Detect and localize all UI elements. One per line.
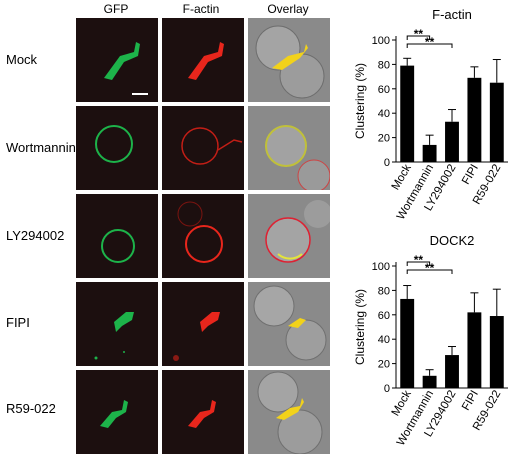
bar <box>422 375 437 388</box>
y-axis-label: Clustering (%) <box>353 289 367 365</box>
bar <box>445 121 459 162</box>
micrograph-r59022-gfp <box>76 370 158 454</box>
micrograph-mock-gfp <box>76 18 158 102</box>
y-tick-label: 100 <box>372 261 390 273</box>
row-label-r59022: R59-022 <box>6 401 56 416</box>
micrograph-wortmannin-overlay <box>248 106 330 190</box>
chart-factin: F-actin Clustering (%) 0 20 40 60 80 100 Mock Wor… <box>350 2 520 229</box>
chart-dock2: DOCK2 Clustering (%) 0 20 40 60 80 100 Mock Wortm… <box>350 228 520 455</box>
y-tick-label: 40 <box>378 334 390 346</box>
micrograph-fipi-overlay <box>248 282 330 366</box>
bar <box>467 312 482 388</box>
y-axis-label: Clustering (%) <box>353 63 367 139</box>
micrograph-ly294002-overlay <box>248 194 330 278</box>
y-tick-label: 80 <box>378 59 390 71</box>
micrograph-fipi-gfp <box>76 282 158 366</box>
y-tick-label: 100 <box>372 35 390 47</box>
bar <box>422 144 437 162</box>
row-label-ly294002: LY294002 <box>6 228 65 243</box>
column-header-gfp: GFP <box>103 2 129 16</box>
micrograph-mock-overlay <box>248 18 330 102</box>
y-tick-label: 40 <box>378 108 390 120</box>
significance-bracket <box>406 35 431 40</box>
micrograph-r59022-overlay <box>248 370 330 454</box>
row-label-wortmannin: Wortmannin <box>6 140 76 155</box>
micrograph-ly294002-gfp <box>76 194 158 278</box>
y-tick-label: 20 <box>378 359 390 371</box>
x-tick-label: FIPI <box>460 163 481 187</box>
y-tick-label: 20 <box>378 133 390 145</box>
chart-title: F-actin <box>432 7 472 22</box>
column-header-overlay: Overlay <box>267 2 309 16</box>
micrograph-ly294002-factin <box>162 194 244 278</box>
significance-label: ** <box>425 35 435 49</box>
micrograph-r59022-factin <box>162 370 244 454</box>
significance-bracket <box>406 261 431 266</box>
y-tick-label: 0 <box>384 383 390 395</box>
bar <box>489 316 504 388</box>
row-label-mock: Mock <box>6 52 38 67</box>
micrograph-wortmannin-factin <box>162 106 244 190</box>
bar <box>400 65 415 162</box>
significance-label: ** <box>414 27 424 41</box>
y-tick-label: 60 <box>378 310 390 322</box>
significance-bracket <box>406 269 453 274</box>
micrograph-fipi-factin <box>162 282 244 366</box>
significance-label: ** <box>425 261 435 275</box>
y-tick-label: 0 <box>384 157 390 169</box>
significance-label: ** <box>414 253 424 267</box>
chart-title: DOCK2 <box>430 233 475 248</box>
y-tick-label: 80 <box>378 285 390 297</box>
bar <box>467 77 482 162</box>
bar <box>445 355 459 388</box>
micrograph-mock-factin <box>162 18 244 102</box>
micrograph-wortmannin-gfp <box>76 106 158 190</box>
y-tick-label: 60 <box>378 84 390 96</box>
x-tick-label: FIPI <box>460 389 481 413</box>
row-label-fipi: FIPI <box>6 315 30 330</box>
bar <box>489 82 504 162</box>
significance-bracket <box>406 43 453 48</box>
bar <box>400 298 415 388</box>
column-header-factin: F-actin <box>182 2 220 16</box>
